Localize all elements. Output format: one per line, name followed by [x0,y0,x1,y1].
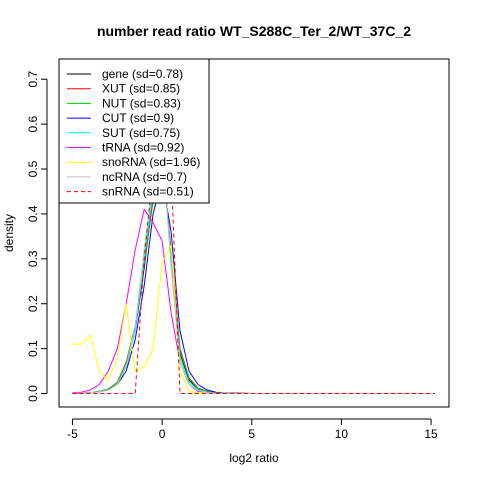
y-tick-label: 0.0 [26,385,40,402]
legend-label: XUT (sd=0.85) [102,82,180,96]
y-tick-label: 0.1 [26,340,40,357]
legend-box [58,58,210,204]
legend: gene (sd=0.78)XUT (sd=0.85)NUT (sd=0.83)… [58,58,210,204]
chart-title: number read ratio WT_S288C_Ter_2/WT_37C_… [97,23,411,39]
y-tick-label: 0.3 [26,250,40,267]
y-tick-label: 0.6 [26,115,40,132]
legend-label: SUT (sd=0.75) [102,126,180,140]
y-axis-label: density [2,214,16,252]
series-line-8 [72,115,435,394]
plot-frame [58,58,450,408]
y-tick-label: 0.5 [26,160,40,177]
x-tick-label: 10 [335,427,349,441]
x-tick-label: 0 [159,427,166,441]
series-layer [72,115,435,394]
legend-label: snRNA (sd=0.51) [102,185,194,199]
x-axis-label: log2 ratio [229,451,279,465]
legend-label: CUT (sd=0.9) [102,111,174,125]
legend-label: ncRNA (sd=0.7) [102,170,187,184]
y-axis: 0.0 0.1 0.2 0.3 0.4 0.5 0.6 0.7 [26,71,48,402]
legend-label: tRNA (sd=0.92) [102,141,184,155]
x-tick-label: -5 [67,427,78,441]
y-tick-label: 0.7 [26,71,40,88]
x-tick-label: 15 [424,427,438,441]
y-tick-label: 0.4 [26,205,40,222]
x-tick-label: 5 [248,427,255,441]
legend-label: NUT (sd=0.83) [102,96,181,110]
x-axis: -5 0 5 10 15 [67,418,438,441]
legend-label: snoRNA (sd=1.96) [102,155,200,169]
legend-label: gene (sd=0.78) [102,67,183,81]
y-tick-label: 0.2 [26,295,40,312]
